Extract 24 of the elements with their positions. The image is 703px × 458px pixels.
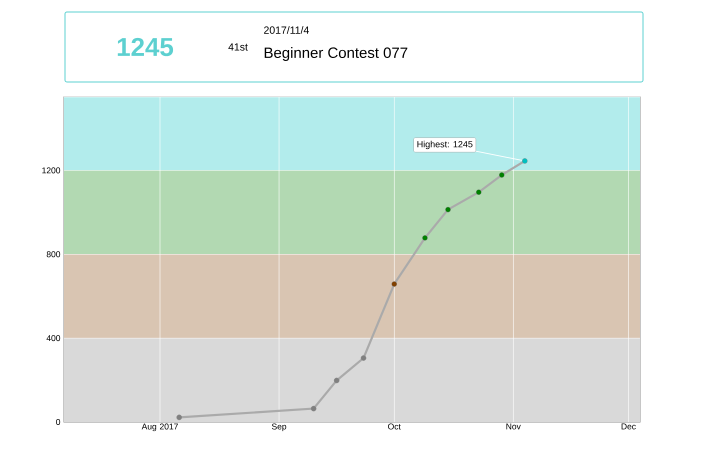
- point: [445, 206, 451, 212]
- y-tick-label: 1200: [42, 167, 60, 174]
- text: 1245: [118, 38, 174, 56]
- y-tick-label: 0: [56, 419, 60, 425]
- point: [360, 355, 366, 361]
- annotation: Highest: 1245: [417, 140, 472, 150]
- x-tick-label: Nov: [506, 424, 521, 430]
- chart-subtitle: 2017/11/4: [264, 26, 309, 34]
- x-tick-label: Oct: [388, 424, 401, 430]
- y-tick-label: 800: [46, 251, 60, 258]
- point: [422, 235, 428, 241]
- text: 41st: [228, 43, 248, 51]
- x-tick-label: Dec: [622, 424, 636, 430]
- point: [310, 406, 316, 412]
- point: [391, 281, 398, 287]
- y-tick-label: 400: [46, 335, 60, 342]
- point: [476, 189, 482, 195]
- x-tick-label: Sep: [272, 424, 286, 432]
- point: [498, 172, 505, 178]
- point: [522, 158, 528, 164]
- point: [176, 414, 182, 420]
- point: [334, 378, 340, 384]
- chart-title: Beginner Contest 077: [264, 47, 408, 61]
- x-tick-label: Aug 2017: [142, 424, 178, 432]
